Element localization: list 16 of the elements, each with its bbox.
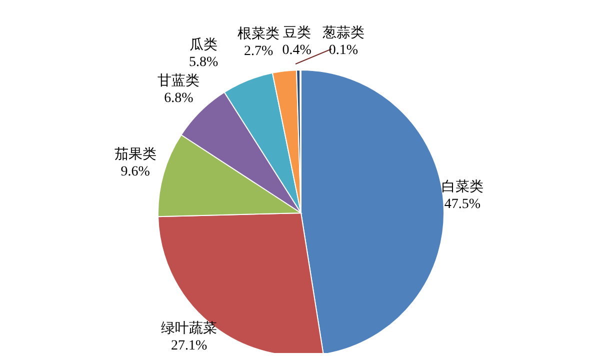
- slice-label: 瓜类: [190, 37, 218, 54]
- data-label: 5.8%: [188, 55, 218, 70]
- data-label: 47.5%: [444, 196, 481, 212]
- slice-label: 根菜类: [238, 26, 280, 42]
- data-label: 0.1%: [328, 43, 358, 58]
- slice-label: 葱蒜类: [322, 25, 364, 41]
- data-label: 6.8%: [164, 91, 194, 106]
- data-label: 0.4%: [282, 43, 312, 58]
- data-label: 9.6%: [120, 164, 150, 180]
- data-label: 27.1%: [171, 338, 208, 354]
- slice-label: 茄果类: [114, 146, 156, 162]
- slice-label: 甘蓝类: [158, 73, 200, 90]
- slice-label: 豆类: [282, 25, 311, 42]
- slice-label: 白菜类: [441, 178, 484, 195]
- slice-label: 绿叶蔬菜: [161, 320, 218, 336]
- data-label: 2.7%: [244, 44, 274, 60]
